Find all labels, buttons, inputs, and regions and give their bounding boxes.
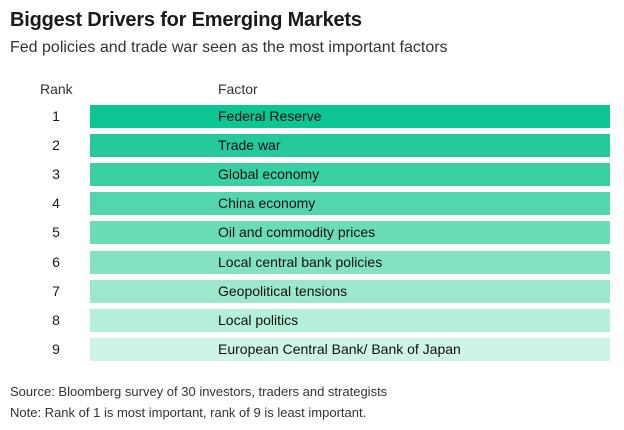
table-row: 5 Oil and commodity prices [0, 221, 624, 244]
table-row: 1 Federal Reserve [0, 105, 624, 128]
rank-value: 5 [52, 224, 60, 240]
source-note: Source: Bloomberg survey of 30 investors… [10, 384, 388, 399]
factor-bar [90, 280, 610, 303]
rank-value: 2 [52, 137, 60, 153]
factor-bar [90, 221, 610, 244]
factor-label: Federal Reserve [218, 108, 322, 124]
factor-label: Oil and commodity prices [218, 224, 376, 240]
rank-value: 9 [52, 341, 60, 357]
factor-bar [90, 134, 610, 157]
rank-value: 3 [52, 166, 60, 182]
factor-bar [90, 192, 610, 215]
factor-label: Geopolitical tensions [218, 283, 348, 299]
factor-label: Global economy [218, 166, 320, 182]
rank-value: 8 [52, 312, 60, 328]
table-row: 3 Global economy [0, 163, 624, 186]
rank-value: 4 [52, 195, 60, 211]
table-row: 2 Trade war [0, 134, 624, 157]
table-row: 9 European Central Bank/ Bank of Japan [0, 338, 624, 361]
factor-bar [90, 309, 610, 332]
factor-bar [90, 163, 610, 186]
table-row: 8 Local politics [0, 309, 624, 332]
factor-column-header: Factor [218, 81, 258, 97]
footnote: Note: Rank of 1 is most important, rank … [10, 405, 367, 420]
factor-label: Local politics [218, 312, 299, 328]
rank-value: 1 [52, 108, 60, 124]
factor-bar [90, 105, 610, 128]
chart-title: Biggest Drivers for Emerging Markets [10, 9, 362, 31]
rank-value: 6 [52, 254, 60, 270]
chart-subtitle: Fed policies and trade war seen as the m… [10, 39, 448, 56]
table-row: 4 China economy [0, 192, 624, 215]
table-row: 6 Local central bank policies [0, 251, 624, 274]
table-row: 7 Geopolitical tensions [0, 280, 624, 303]
factor-label: China economy [218, 195, 316, 211]
factor-label: European Central Bank/ Bank of Japan [218, 341, 461, 357]
factor-bar [90, 338, 610, 361]
rank-column-header: Rank [40, 81, 73, 97]
factor-label: Local central bank policies [218, 254, 383, 270]
factor-label: Trade war [218, 137, 281, 153]
factor-bar [90, 251, 610, 274]
rank-value: 7 [52, 283, 60, 299]
